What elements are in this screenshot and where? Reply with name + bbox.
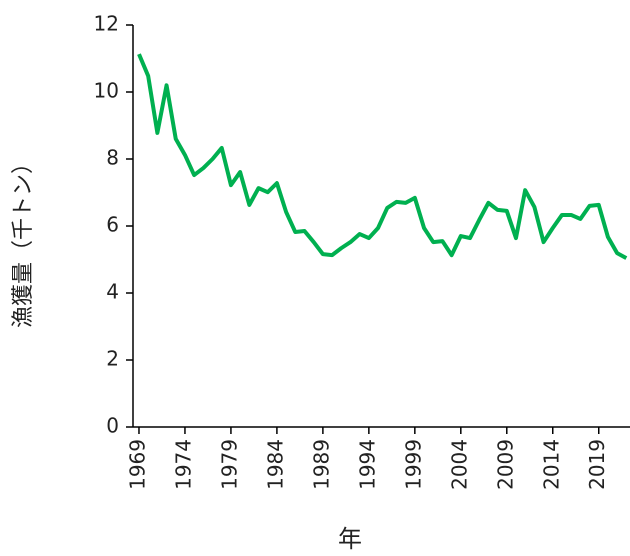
- y-axis-label: 漁獲量（千トン）: [11, 152, 36, 328]
- x-tick-label: 1969: [125, 439, 149, 490]
- x-tick-label: 1974: [171, 439, 195, 490]
- y-tick-label: 8: [106, 146, 119, 170]
- x-tick-label: 2019: [585, 439, 609, 490]
- y-tick-label: 12: [94, 12, 119, 36]
- x-tick-label: 1989: [309, 439, 333, 490]
- data-line: [137, 53, 628, 260]
- x-tick-label: 1979: [217, 439, 241, 490]
- x-tick-label: 1984: [263, 439, 287, 490]
- x-axis-label: 年: [338, 525, 362, 553]
- x-tick-label: 2009: [493, 439, 517, 490]
- y-tick-label: 6: [106, 213, 119, 237]
- x-tick-label: 1999: [401, 439, 425, 490]
- y-tick-label: 4: [106, 280, 119, 304]
- y-tick-label: 10: [94, 79, 119, 103]
- x-tick-label: 2004: [447, 439, 471, 490]
- y-tick-label: 0: [106, 414, 119, 438]
- y-tick-label: 2: [106, 347, 119, 371]
- x-tick-label: 2014: [539, 439, 563, 490]
- x-tick-label: 1994: [355, 439, 379, 490]
